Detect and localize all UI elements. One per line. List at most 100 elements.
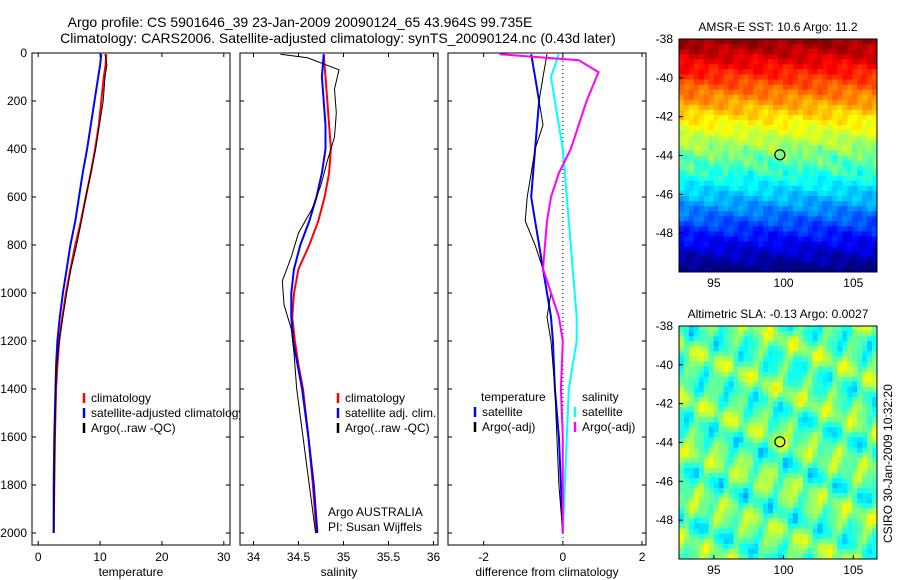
map-cell (872, 185, 878, 192)
map-cell (817, 412, 823, 418)
map-cell (758, 261, 764, 268)
map-cell (867, 341, 873, 347)
map-cell (792, 351, 799, 357)
map-cell (862, 175, 868, 182)
map-cell (738, 266, 744, 273)
map-cell (708, 488, 715, 494)
map-cell (713, 366, 719, 372)
map-cell (872, 386, 878, 393)
map-cell (693, 498, 700, 504)
map-cell (812, 412, 818, 418)
map-cell (857, 447, 863, 454)
map-cell (822, 396, 828, 403)
map-cell (852, 125, 858, 131)
map-cell (822, 417, 828, 423)
map-cell (753, 346, 759, 352)
map-cell (713, 396, 719, 403)
map-cell (723, 538, 729, 545)
map-cell (723, 341, 729, 347)
map-cell (778, 412, 784, 418)
map-cell (738, 341, 744, 347)
map-cell (822, 407, 828, 413)
map-cell (778, 452, 784, 459)
map-cell (787, 462, 794, 469)
map-cell (782, 89, 789, 96)
map-cell (773, 361, 779, 367)
map-cell (683, 548, 690, 555)
map-cell (679, 140, 685, 146)
map-cell (817, 472, 823, 479)
map-cell (792, 44, 799, 50)
map-cell (807, 477, 814, 484)
map-cell (822, 427, 828, 433)
map-cell (842, 427, 848, 433)
map-cell (852, 64, 858, 70)
map-x-tick-label: 105 (843, 276, 863, 290)
map-cell (847, 44, 853, 50)
map-cell (713, 241, 719, 248)
map-cell (872, 401, 878, 408)
map-cell (797, 39, 804, 45)
map-cell (787, 211, 794, 217)
map-cell (837, 69, 843, 75)
map-cell (792, 206, 799, 212)
map-cell (753, 553, 759, 560)
map-cell (837, 371, 843, 378)
map-cell (723, 417, 729, 423)
map-cell (743, 376, 749, 383)
map-cell (718, 442, 724, 448)
map-cell (713, 351, 719, 357)
map-cell (718, 523, 724, 530)
map-cell (837, 366, 843, 372)
map-cell (733, 59, 739, 65)
map-cell (698, 201, 705, 207)
map-cell (758, 180, 764, 187)
map-cell (817, 246, 823, 253)
map-cell (693, 236, 700, 243)
map-cell (817, 261, 823, 268)
map-cell (872, 99, 878, 106)
map-cell (758, 196, 764, 202)
map-cell (837, 145, 843, 151)
map-cell (812, 366, 818, 372)
map-cell (773, 140, 779, 146)
map-cell (738, 538, 744, 545)
map-cell (698, 513, 705, 519)
map-cell (872, 114, 878, 121)
map-cell (743, 206, 749, 212)
map-cell (748, 528, 754, 535)
map-cell (872, 442, 878, 448)
map-cell (822, 326, 828, 332)
map-cell (842, 543, 848, 550)
map-cell (782, 508, 789, 514)
map-cell (683, 503, 690, 509)
map-cell (728, 94, 734, 101)
map-cell (837, 533, 843, 540)
map-cell (787, 125, 794, 131)
map-cell (832, 523, 838, 530)
map-cell (852, 498, 858, 504)
map-cell (683, 185, 690, 192)
map-cell (728, 548, 734, 555)
map-cell (708, 401, 715, 408)
map-cell (738, 120, 744, 126)
map-cell (738, 241, 744, 248)
map-cell (698, 341, 705, 347)
map-cell (679, 246, 685, 253)
map-cell (713, 503, 719, 509)
map-cell (728, 165, 734, 172)
map-cell (778, 477, 784, 484)
map-cell (802, 361, 809, 367)
map-cell (812, 185, 818, 192)
map-cell (733, 140, 739, 146)
map-cell (708, 412, 715, 418)
map-cell (698, 518, 705, 524)
map-cell (733, 44, 739, 50)
map-cell (827, 175, 833, 182)
map-cell (837, 407, 843, 413)
map-cell (867, 457, 873, 464)
map-cell (792, 513, 799, 519)
map-cell (728, 74, 734, 80)
map-cell (852, 140, 858, 146)
map-cell (743, 54, 749, 60)
